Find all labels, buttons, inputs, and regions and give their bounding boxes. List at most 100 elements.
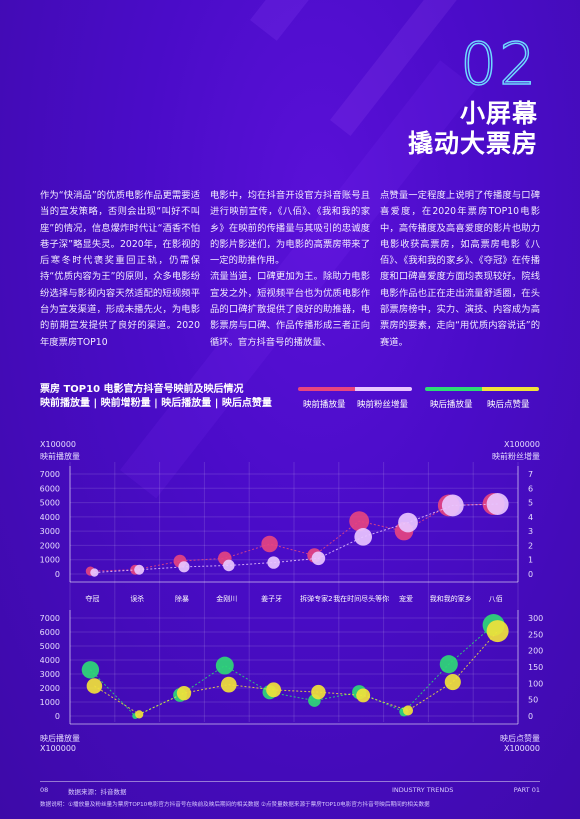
left-tick-label: 6000: [40, 628, 60, 637]
data-point: [86, 678, 103, 694]
data-point: [444, 673, 461, 691]
top-right-axis-unit: X100000: [503, 440, 540, 449]
left-tick-label: 2000: [40, 541, 60, 550]
series-line-1-1: [94, 630, 498, 715]
right-tick-label: 3: [528, 527, 533, 536]
chart-heading: 票房 TOP10 电影官方抖音号映前及映后情况 映前播放量 | 映前增粉量 | …: [40, 383, 272, 411]
body-text-col1: 作为“快消品”的优质电影作品更需要适当的宣发策略，否则会出现“叫好不叫座”的情况…: [40, 190, 200, 348]
data-point: [266, 682, 282, 698]
data-point: [215, 656, 234, 675]
series-line-1-0: [90, 624, 494, 717]
right-tick-label: 0: [528, 712, 533, 721]
data-point: [398, 512, 418, 533]
left-tick-label: 4000: [40, 513, 60, 522]
data-point: [482, 614, 505, 636]
body-text-col3: 点赞量一定程度上说明了传播度与口碑喜爱度，在2020年票房TOP10电影中，高传…: [380, 190, 540, 348]
data-point: [308, 694, 321, 707]
top-left-axis-unit: X100000: [40, 440, 77, 449]
right-tick-label: 1: [528, 556, 533, 565]
category-label: 我在时间尽头等你: [333, 594, 389, 603]
section-number: 02: [459, 29, 538, 99]
legend-bar-post: [425, 387, 539, 391]
data-point: [81, 661, 100, 679]
data-point: [90, 568, 99, 577]
category-label: 拆弹专家2: [300, 594, 332, 603]
legend-post-play: 映后播放量: [430, 400, 473, 410]
right-tick-label: 4: [528, 513, 533, 522]
footer-page-number: 08: [40, 786, 49, 794]
left-tick-label: 2000: [40, 684, 60, 693]
data-point: [352, 685, 367, 700]
page-title-line2: 撬动大票房: [407, 129, 538, 158]
series-line-0-0: [90, 503, 494, 572]
data-point: [307, 548, 322, 563]
data-point: [311, 551, 326, 566]
left-tick-label: 1000: [40, 556, 60, 565]
data-point: [486, 620, 509, 643]
data-point: [394, 521, 414, 541]
bottom-right-axis-unit: X100000: [503, 744, 540, 753]
left-tick-label: 5000: [40, 499, 60, 508]
left-tick-label: 4000: [40, 656, 60, 665]
data-point: [223, 559, 235, 572]
legend-pre-fans: 映前粉丝增量: [357, 400, 409, 410]
left-tick-label: 5000: [40, 642, 60, 651]
right-tick-label: 5: [528, 499, 533, 508]
data-point: [178, 561, 190, 573]
bottom-right-axis-name: 映后点赞量: [500, 734, 540, 743]
category-label: 八佰: [489, 594, 503, 603]
footer-center: INDUSTRY TRENDS: [392, 786, 454, 794]
chart-heading-line2: 映前播放量 | 映前增粉量 | 映后播放量 | 映后点赞量: [40, 398, 272, 409]
right-tick-label: 50: [528, 696, 538, 705]
right-tick-label: 150: [528, 663, 543, 672]
data-point: [220, 676, 237, 693]
data-point: [354, 528, 373, 546]
data-point: [439, 655, 458, 674]
right-tick-label: 300: [528, 614, 543, 623]
right-tick-label: 7: [528, 470, 533, 479]
data-point: [132, 713, 139, 719]
right-tick-label: 250: [528, 630, 543, 639]
category-label: 我和我的家乡: [430, 594, 472, 603]
left-tick-label: 7000: [40, 470, 60, 479]
left-tick-label: 0: [55, 570, 60, 579]
data-point: [441, 494, 464, 517]
data-point: [218, 551, 232, 566]
data-point: [176, 685, 192, 701]
category-label: 误杀: [130, 594, 144, 603]
left-tick-label: 3000: [40, 670, 60, 679]
data-point: [85, 566, 96, 576]
bottom-left-axis-name: 映后播放量: [40, 734, 80, 743]
category-label: 宠爱: [399, 594, 413, 603]
data-point: [261, 535, 278, 553]
body-text-col2: 电影中，均在抖音开设官方抖音账号且进行映前宣传，《八佰》、《我和我的家乡》在映前…: [210, 190, 370, 348]
category-label: 夺冠: [85, 594, 99, 603]
category-label: 姜子牙: [261, 594, 282, 603]
data-point: [437, 494, 460, 517]
chart-heading-line1: 票房 TOP10 电影官方抖音号映前及映后情况: [40, 384, 244, 395]
left-tick-label: 0: [55, 712, 60, 721]
right-tick-label: 2: [528, 541, 533, 550]
data-point: [173, 688, 187, 702]
left-tick-label: 1000: [40, 698, 60, 707]
data-point: [134, 564, 145, 575]
left-tick-label: 7000: [40, 614, 60, 623]
right-tick-label: 0: [528, 570, 533, 579]
footer-part: PART 01: [513, 786, 540, 794]
data-point: [486, 493, 509, 515]
legend-bar-pre: [298, 387, 412, 391]
footer-source: 数据来源：抖音数据: [68, 788, 127, 796]
data-point: [399, 707, 409, 717]
top-right-axis-name: 映前粉丝增量: [492, 452, 540, 461]
data-point: [482, 493, 505, 515]
top-left-axis-name: 映前播放量: [40, 452, 80, 461]
legend-post-like: 映后点赞量: [487, 400, 530, 410]
data-point: [402, 705, 414, 716]
data-point: [130, 564, 141, 575]
data-point: [262, 685, 277, 700]
series-line-0-1: [94, 503, 498, 574]
right-tick-label: 6: [528, 484, 533, 493]
right-tick-label: 200: [528, 647, 543, 656]
data-point: [267, 556, 280, 569]
data-point: [356, 688, 371, 703]
